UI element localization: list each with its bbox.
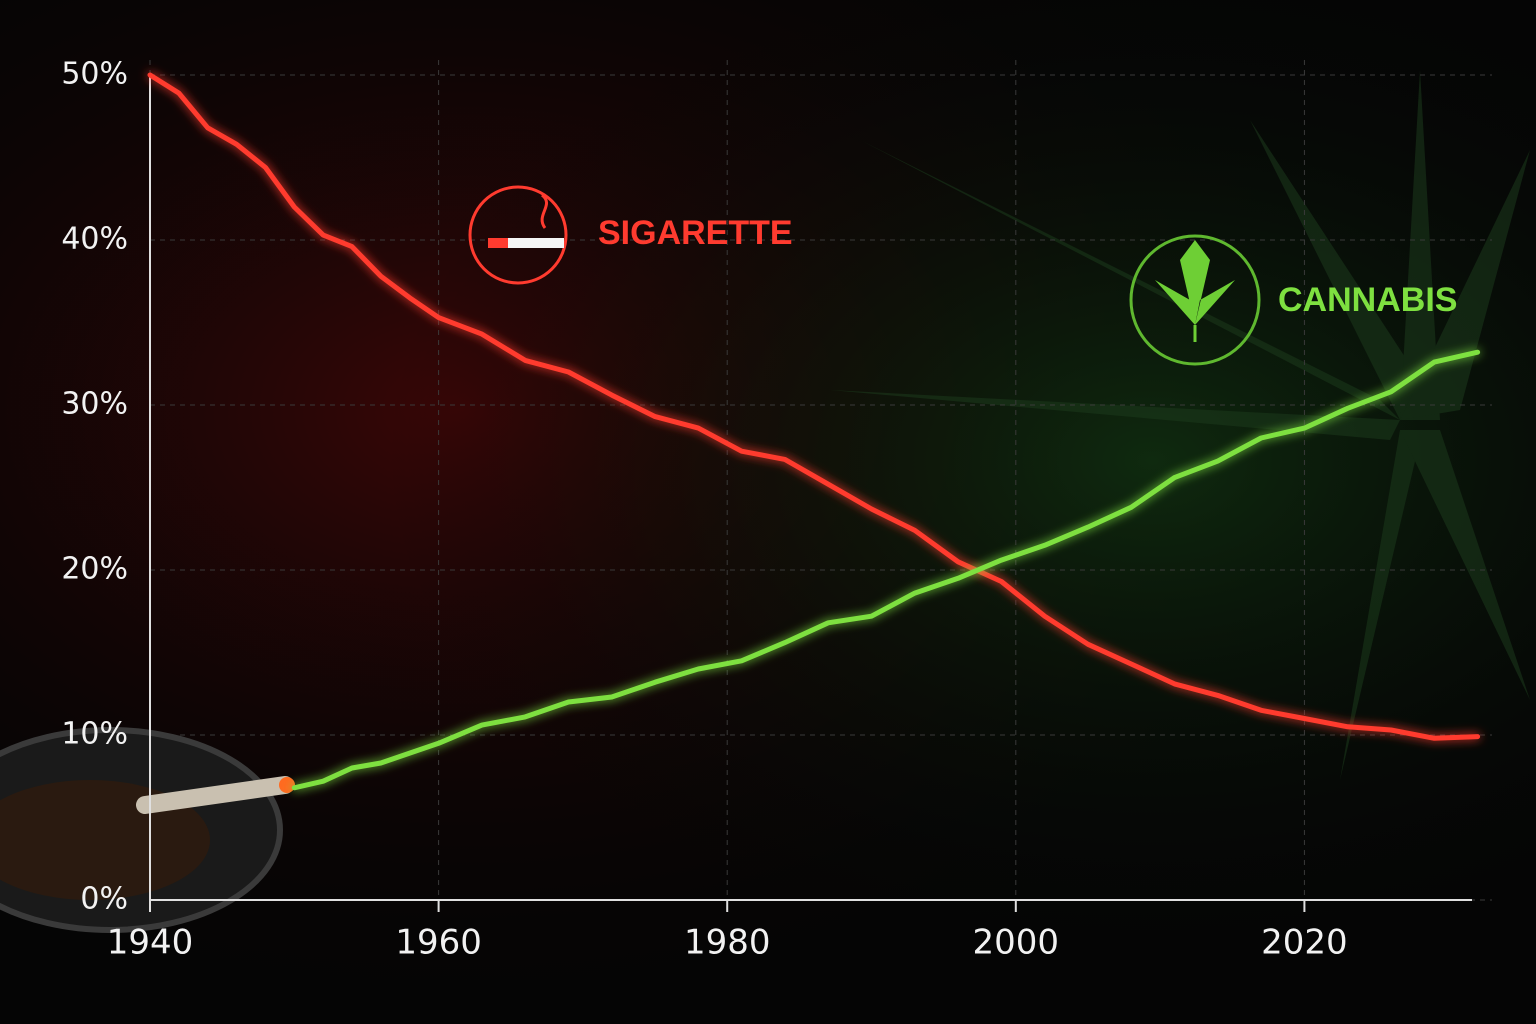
legend-icon xyxy=(1155,240,1235,325)
y-tick-label: 40% xyxy=(61,222,128,257)
leaf-decoration xyxy=(830,70,1530,780)
legend-icon xyxy=(488,238,564,248)
y-tick-label: 0% xyxy=(80,882,128,917)
x-tick-label: 1960 xyxy=(395,923,482,963)
y-tick-label: 10% xyxy=(61,717,128,752)
ashtray-decoration xyxy=(0,727,295,933)
legend-label: CANNABIS xyxy=(1278,281,1457,319)
legend-icon xyxy=(1129,234,1261,366)
legend-icon xyxy=(468,185,568,285)
series-line xyxy=(291,349,1481,791)
x-tick-label: 2000 xyxy=(973,923,1060,963)
x-tick-label: 1980 xyxy=(684,923,771,963)
legend: SIGARETTE CANNABIS xyxy=(468,185,1457,366)
y-tick-label: 20% xyxy=(61,552,128,587)
y-tick-label: 50% xyxy=(61,57,128,92)
x-tick-label: 2020 xyxy=(1261,923,1348,963)
series-line xyxy=(147,72,1481,741)
legend-icon xyxy=(540,193,549,229)
legend-icon xyxy=(488,238,508,248)
x-tick-label: 1940 xyxy=(107,923,194,963)
y-tick-label: 30% xyxy=(61,387,128,422)
legend-label: SIGARETTE xyxy=(598,214,793,252)
